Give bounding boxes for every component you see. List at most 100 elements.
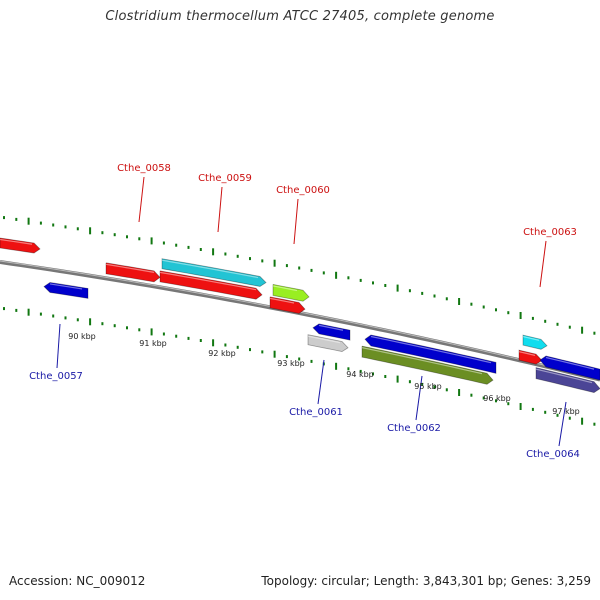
gene-label-cthe-0059[interactable]: Cthe_0059	[198, 173, 252, 184]
gene-feature-cthe-0062	[361, 345, 494, 385]
gene-feature-cthe-0061	[312, 323, 351, 341]
genome-summary-text: Topology: circular; Length: 3,843,301 bp…	[261, 574, 591, 588]
scale-dot-upper	[236, 254, 239, 258]
scale-dot-upper	[458, 298, 461, 305]
scale-dot-lower	[396, 375, 399, 383]
scale-dot-lower	[581, 417, 584, 425]
gene-feature-cthe-0060	[272, 283, 310, 302]
accession-text: Accession: NC_009012	[9, 574, 146, 588]
scale-dot-lower	[89, 318, 92, 326]
scale-dot-lower	[519, 403, 522, 410]
scale-dot-upper	[64, 225, 67, 229]
gene-feature-cthe-0061	[307, 334, 349, 352]
scale-dot-lower	[458, 389, 461, 396]
scale-dot-upper	[89, 227, 92, 235]
gene-label-cthe-0061[interactable]: Cthe_0061	[289, 407, 343, 418]
scale-dot-lower	[408, 380, 411, 384]
scale-dot-upper	[150, 237, 153, 245]
scale-dot-upper	[544, 319, 547, 323]
scale-dot-upper	[52, 223, 55, 227]
scale-dot-upper	[298, 266, 301, 270]
scale-dot-upper	[581, 326, 584, 334]
scale-dot-upper	[482, 305, 485, 309]
tick-label: 94 kbp	[346, 370, 374, 379]
scale-dot-lower	[421, 382, 424, 386]
scale-dot-upper	[273, 259, 276, 267]
scale-dot-lower	[52, 314, 55, 318]
gene-label-cthe-0058[interactable]: Cthe_0058	[117, 163, 171, 174]
gene-leader-line	[56, 323, 61, 369]
gene-feature-cthe-0064	[535, 367, 600, 394]
scale-dot-upper	[593, 331, 596, 335]
scale-dot-lower	[359, 369, 362, 373]
scale-dot-upper	[433, 294, 436, 298]
scale-dot-lower	[150, 328, 153, 336]
scale-dot-lower	[39, 312, 42, 316]
scale-dot-lower	[162, 332, 165, 336]
gene-feature-cthe-0060	[269, 296, 306, 314]
scale-dot-upper	[249, 257, 251, 261]
gene-label-cthe-0057[interactable]: Cthe_0057	[29, 371, 83, 382]
scale-dot-upper	[568, 325, 571, 329]
gene-feature-cthe-0064	[539, 355, 600, 381]
scale-dot-lower	[531, 407, 534, 411]
scale-dot-upper	[372, 281, 374, 285]
scale-dot-lower	[113, 324, 116, 328]
scale-dot-lower	[138, 328, 141, 332]
gene-leader-line	[138, 176, 145, 223]
scale-dot-lower	[15, 308, 18, 312]
scale-dot-upper	[126, 235, 128, 239]
gene-label-cthe-0064[interactable]: Cthe_0064	[526, 449, 580, 460]
gene-leader-line	[317, 359, 325, 405]
scale-dot-lower	[273, 350, 276, 358]
map-title: Clostridium thermocellum ATCC 27405, com…	[105, 9, 495, 24]
scale-dot-lower	[187, 336, 190, 340]
scale-dot-lower	[507, 402, 510, 406]
scale-dot-upper	[261, 259, 264, 263]
backbone-line	[0, 260, 600, 382]
scale-dot-upper	[224, 252, 227, 256]
scale-dot-upper	[421, 291, 424, 295]
scale-dot-upper	[384, 284, 387, 287]
scale-dot-lower	[298, 357, 301, 361]
scale-dots	[3, 216, 596, 426]
gene-label-cthe-0060[interactable]: Cthe_0060	[276, 185, 330, 196]
scale-dot-upper	[519, 312, 522, 319]
scale-dot-lower	[64, 316, 67, 320]
scale-dot-upper	[507, 311, 510, 315]
scale-dot-lower	[568, 416, 571, 420]
gene-leader-line	[293, 198, 299, 245]
scale-dot-upper	[322, 271, 325, 275]
gene-leader-line	[539, 240, 547, 288]
scale-dot-lower	[126, 326, 128, 330]
tick-labels: 90 kbp 91 kbp 92 kbp 93 kbp 94 kbp 95 kbp 96 k…	[68, 332, 580, 416]
scale-dot-lower	[199, 339, 202, 342]
scale-dot-upper	[175, 243, 178, 247]
scale-dot-lower	[76, 318, 79, 322]
scale-dot-lower	[482, 396, 485, 400]
gene-leader-line	[217, 186, 223, 233]
scale-dot-upper	[310, 268, 313, 272]
scale-dot-upper	[347, 276, 350, 280]
tick-label: 95 kbp	[414, 382, 442, 391]
tick-label: 91 kbp	[139, 339, 167, 348]
scale-dot-lower	[544, 410, 547, 414]
scale-dot-upper	[408, 289, 411, 293]
tick-label: 97 kbp	[552, 407, 580, 416]
scale-dot-upper	[396, 284, 399, 292]
gene-label-cthe-0062[interactable]: Cthe_0062	[387, 423, 441, 434]
scale-dot-upper	[445, 297, 448, 301]
scale-dot-lower	[335, 362, 338, 370]
scale-dot-upper	[101, 231, 104, 235]
scale-dot-upper	[3, 216, 5, 220]
scale-dot-lower	[310, 359, 313, 363]
scale-dot-lower	[3, 307, 5, 311]
gene-label-cthe-0063[interactable]: Cthe_0063	[523, 227, 577, 238]
gene-feature-cthe-0059	[161, 258, 267, 287]
scale-dot-upper	[113, 233, 116, 237]
scale-dot-lower	[445, 388, 448, 392]
scale-dot-upper	[285, 264, 288, 268]
tick-label: 93 kbp	[277, 359, 305, 368]
scale-dot-lower	[261, 350, 264, 354]
